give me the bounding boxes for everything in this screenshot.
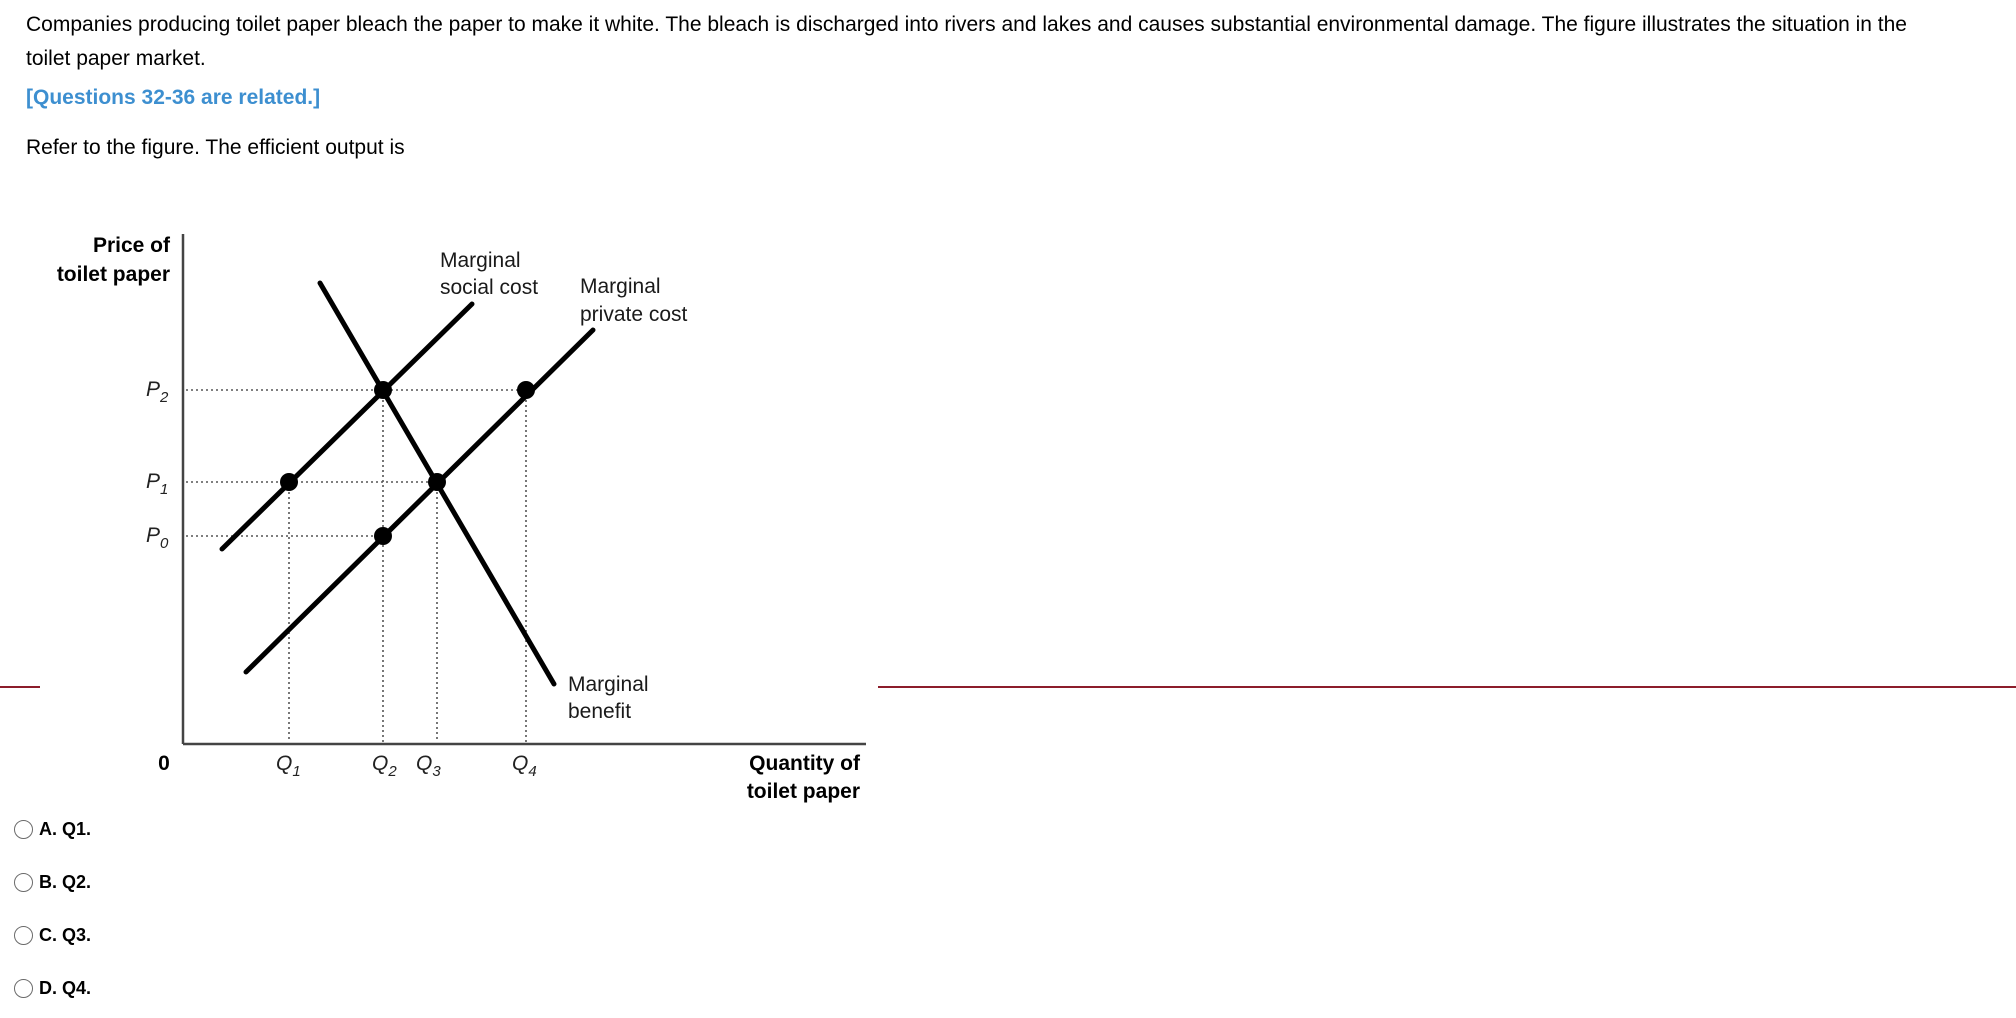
divider-right — [878, 686, 2016, 688]
mpc-label-line2: private cost — [580, 303, 688, 326]
answer-choice-a[interactable]: A. Q1. — [14, 814, 91, 844]
tick-q1: Q1 — [276, 752, 301, 780]
question-prompt: Refer to the figure. The efficient outpu… — [26, 136, 405, 159]
question-stem: Companies producing toilet paper bleach … — [26, 13, 1907, 70]
y-axis-label-line2: toilet paper — [57, 263, 170, 286]
point-q3-p1 — [428, 473, 446, 491]
toilet-paper-market-figure: Price of toilet paper Quantity of toilet… — [40, 218, 878, 818]
tick-p0: P0 — [146, 524, 169, 552]
tick-p1: P1 — [146, 470, 168, 498]
point-q1-p1 — [280, 473, 298, 491]
msc-label-line1: Marginal — [440, 249, 521, 272]
answer-choice-c[interactable]: C. Q3. — [14, 920, 91, 950]
guide-lines — [186, 389, 527, 742]
y-axis-label-line1: Price of — [93, 234, 171, 257]
radio-button-a[interactable] — [14, 819, 33, 839]
point-q4-p2 — [517, 381, 535, 399]
tick-p2: P2 — [146, 378, 169, 406]
marginal-private-cost-curve — [243, 327, 596, 675]
choice-label-b: B. Q2. — [39, 871, 92, 892]
marginal-social-cost-curve — [219, 301, 475, 552]
radio-button-c[interactable] — [14, 925, 33, 945]
tick-q4: Q4 — [512, 752, 537, 780]
origin-label: 0 — [158, 752, 170, 775]
related-questions-note: [Questions 32-36 are related.] — [26, 86, 321, 109]
tick-q2: Q2 — [372, 752, 397, 780]
radio-button-b[interactable] — [14, 872, 33, 892]
x-axis-label-line2: toilet paper — [747, 780, 860, 803]
x-axis-label-line1: Quantity of — [749, 752, 861, 775]
choice-label-c: C. Q3. — [39, 924, 92, 945]
tick-q3: Q3 — [416, 752, 441, 780]
point-q2-p2 — [374, 381, 392, 399]
point-q2-p0 — [374, 527, 392, 545]
mb-label-line1: Marginal — [568, 673, 649, 696]
divider-left — [0, 686, 40, 688]
radio-button-d[interactable] — [14, 978, 33, 998]
mpc-label-line1: Marginal — [580, 275, 661, 298]
msc-label-line2: social cost — [440, 276, 538, 299]
choice-label-d: D. Q4. — [39, 977, 92, 998]
answer-choice-b[interactable]: B. Q2. — [14, 867, 91, 897]
choice-label-a: A. Q1. — [39, 818, 92, 839]
mb-label-line2: benefit — [568, 700, 631, 723]
answer-choice-d[interactable]: D. Q4. — [14, 973, 91, 1003]
